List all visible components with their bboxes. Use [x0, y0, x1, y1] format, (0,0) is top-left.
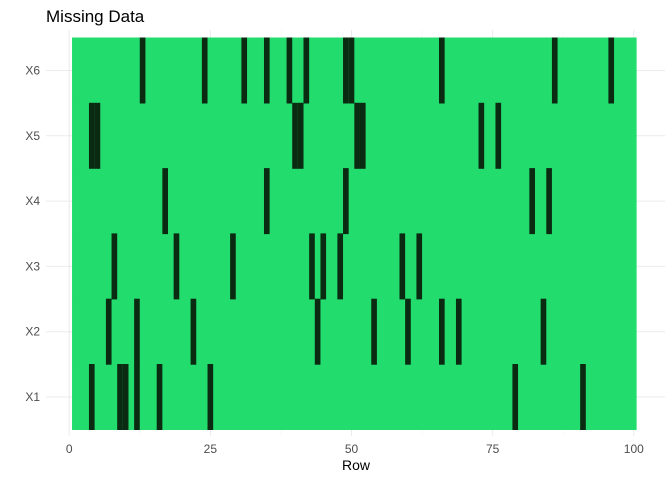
missing-mark-x5 — [359, 102, 366, 169]
x-tick-label: 25 — [204, 442, 218, 456]
missing-mark-x6 — [241, 37, 248, 104]
missing-mark-x6 — [303, 37, 310, 104]
missing-mark-x1 — [512, 364, 519, 430]
missing-mark-x4 — [343, 168, 349, 235]
missing-mark-x2 — [190, 298, 197, 365]
missing-mark-x6 — [139, 37, 146, 104]
missing-mark-x2 — [134, 298, 140, 365]
missing-mark-x6 — [551, 37, 558, 104]
missing-mark-x3 — [416, 233, 423, 300]
y-tick-labels: X1 X2 X3 X4 X5 X6 — [25, 64, 40, 405]
present-band-x3 — [72, 233, 637, 300]
missing-mark-x1 — [207, 364, 214, 430]
missing-mark-x2 — [439, 298, 445, 365]
x-tick-label: 100 — [624, 442, 644, 456]
missing-mark-x1 — [580, 364, 586, 430]
missing-mark-x2 — [540, 298, 547, 365]
missing-mark-x3 — [337, 233, 344, 300]
chart-title: Missing Data — [46, 7, 145, 26]
missing-mark-x6 — [201, 37, 208, 104]
y-tick-label: X2 — [25, 325, 40, 339]
missing-marks — [88, 37, 615, 430]
y-tick-label: X6 — [25, 64, 40, 78]
missing-mark-x5 — [478, 102, 485, 169]
missing-mark-x4 — [529, 168, 535, 235]
x-tick-labels: 0 25 50 75 100 — [66, 442, 644, 456]
missing-mark-x6 — [286, 37, 293, 104]
missing-mark-x1 — [117, 364, 123, 430]
missing-mark-x1 — [122, 364, 129, 430]
missing-mark-x2 — [105, 298, 112, 365]
missing-mark-x4 — [546, 168, 552, 235]
missing-mark-x3 — [399, 233, 406, 300]
y-tick-label: X1 — [25, 390, 40, 404]
missing-mark-x3 — [111, 233, 118, 300]
missing-mark-x5 — [292, 102, 298, 169]
missing-mark-x5 — [88, 102, 95, 169]
missing-mark-x3 — [173, 233, 180, 300]
missing-mark-x3 — [230, 233, 236, 300]
present-band-x2 — [72, 298, 637, 365]
missing-mark-x4 — [263, 168, 270, 235]
missing-mark-x5 — [94, 102, 101, 169]
missing-mark-x3 — [309, 233, 315, 300]
y-tick-label: X4 — [25, 194, 40, 208]
missing-mark-x6 — [608, 37, 615, 104]
missing-mark-x6 — [263, 37, 270, 104]
missing-mark-x1 — [134, 364, 140, 430]
x-tick-label: 50 — [345, 442, 359, 456]
missing-mark-x6 — [343, 37, 349, 104]
y-tick-label: X3 — [25, 259, 40, 273]
missing-mark-x2 — [405, 298, 411, 365]
missing-mark-x4 — [162, 168, 169, 235]
missing-mark-x2 — [314, 298, 321, 365]
missing-mark-x2 — [455, 298, 462, 365]
missing-mark-x1 — [88, 364, 95, 430]
missing-mark-x2 — [371, 298, 377, 365]
x-tick-label: 75 — [486, 442, 500, 456]
missing-mark-x5 — [495, 102, 502, 169]
missing-mark-x1 — [156, 364, 163, 430]
present-band-x1 — [72, 364, 637, 430]
x-tick-label: 0 — [66, 442, 73, 456]
missing-mark-x5 — [297, 102, 304, 169]
missing-mark-x5 — [354, 102, 360, 169]
missing-mark-x3 — [320, 233, 327, 300]
missing-mark-x6 — [348, 37, 355, 104]
missing-mark-x6 — [439, 37, 445, 104]
y-tick-label: X5 — [25, 129, 40, 143]
x-axis-title: Row — [342, 457, 371, 473]
